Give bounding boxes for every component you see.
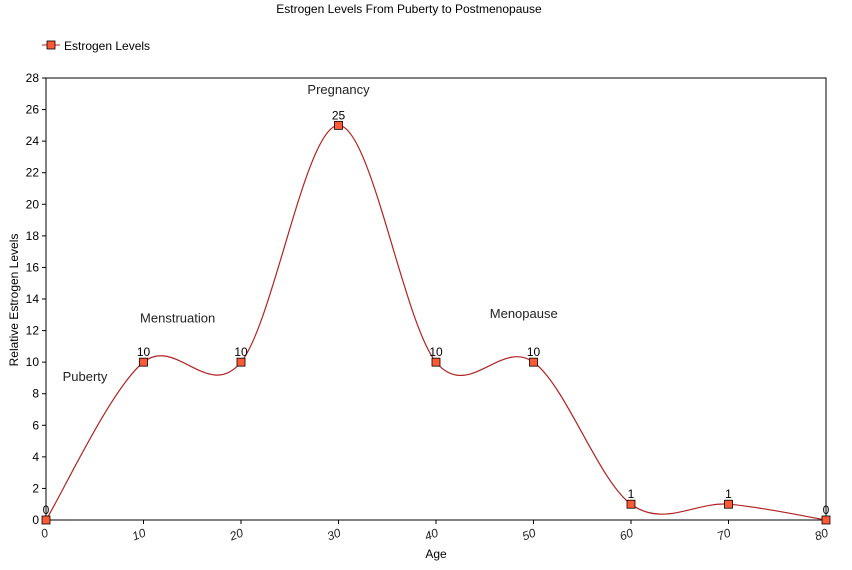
- x-tick-label: 70: [715, 526, 733, 544]
- x-tick-label: 10: [130, 526, 148, 544]
- plot-area: [45, 77, 827, 521]
- y-tick-label: 16: [26, 260, 40, 274]
- y-tick-label: 20: [26, 197, 40, 211]
- y-tick-label: 6: [32, 418, 39, 432]
- data-label: 0: [823, 503, 830, 517]
- y-tick-label: 22: [26, 166, 40, 180]
- y-tick-label: 18: [26, 229, 40, 243]
- data-point-marker: [334, 120, 343, 130]
- data-label: 0: [43, 503, 50, 517]
- x-tick-label: 40: [423, 526, 441, 544]
- data-label: 1: [628, 487, 635, 501]
- data-point-marker: [41, 515, 51, 525]
- data-point-marker: [236, 357, 246, 367]
- y-tick-label: 14: [26, 292, 40, 306]
- x-tick-label: 60: [618, 526, 636, 544]
- legend-marker: [46, 40, 56, 50]
- x-tick-label: 50: [520, 526, 538, 544]
- annotation-label: Pregnancy: [307, 82, 370, 97]
- data-label: 10: [234, 345, 248, 359]
- annotation-label: Menopause: [490, 306, 558, 321]
- data-point-marker: [529, 357, 538, 367]
- y-tick-label: 26: [26, 103, 40, 117]
- y-tick-label: 8: [32, 387, 39, 401]
- legend-label: Estrogen Levels: [64, 39, 150, 53]
- data-label: 10: [527, 345, 541, 359]
- y-tick-label: 12: [26, 324, 40, 338]
- annotation-label: Menstruation: [140, 311, 215, 326]
- series-line: [45, 124, 827, 521]
- data-point-marker: [139, 357, 148, 367]
- y-axis-title: Relative Estrogen Levels: [7, 234, 21, 367]
- annotation-label: Puberty: [63, 369, 108, 384]
- data-label: 1: [725, 487, 732, 501]
- x-axis: 0 10 20 30 40 50 60 70 80: [39, 520, 830, 544]
- x-tick-label: 30: [325, 526, 343, 544]
- data-label: 25: [332, 108, 346, 122]
- y-tick-label: 0: [32, 513, 39, 527]
- data-label: 10: [429, 345, 443, 359]
- data-point-marker: [431, 357, 441, 367]
- annotation-layer: Puberty Menstruation Pregnancy Menopause: [63, 82, 558, 384]
- x-tick-label: 80: [813, 526, 831, 544]
- y-tick-label: 4: [32, 450, 39, 464]
- x-tick-label: 20: [227, 526, 246, 544]
- legend: Estrogen Levels: [42, 39, 150, 53]
- x-axis-title: Age: [425, 547, 447, 561]
- chart-title: Estrogen Levels From Puberty to Postmeno…: [276, 2, 542, 16]
- y-tick-label: 28: [26, 71, 40, 85]
- y-tick-label: 10: [26, 355, 40, 369]
- y-tick-label: 2: [32, 481, 39, 495]
- data-point-marker: [626, 499, 636, 509]
- data-point-marker: [821, 515, 831, 525]
- x-tick-label: 0: [39, 526, 50, 542]
- y-tick-label: 24: [26, 134, 40, 148]
- data-point-marker: [724, 499, 733, 509]
- data-label: 10: [137, 345, 151, 359]
